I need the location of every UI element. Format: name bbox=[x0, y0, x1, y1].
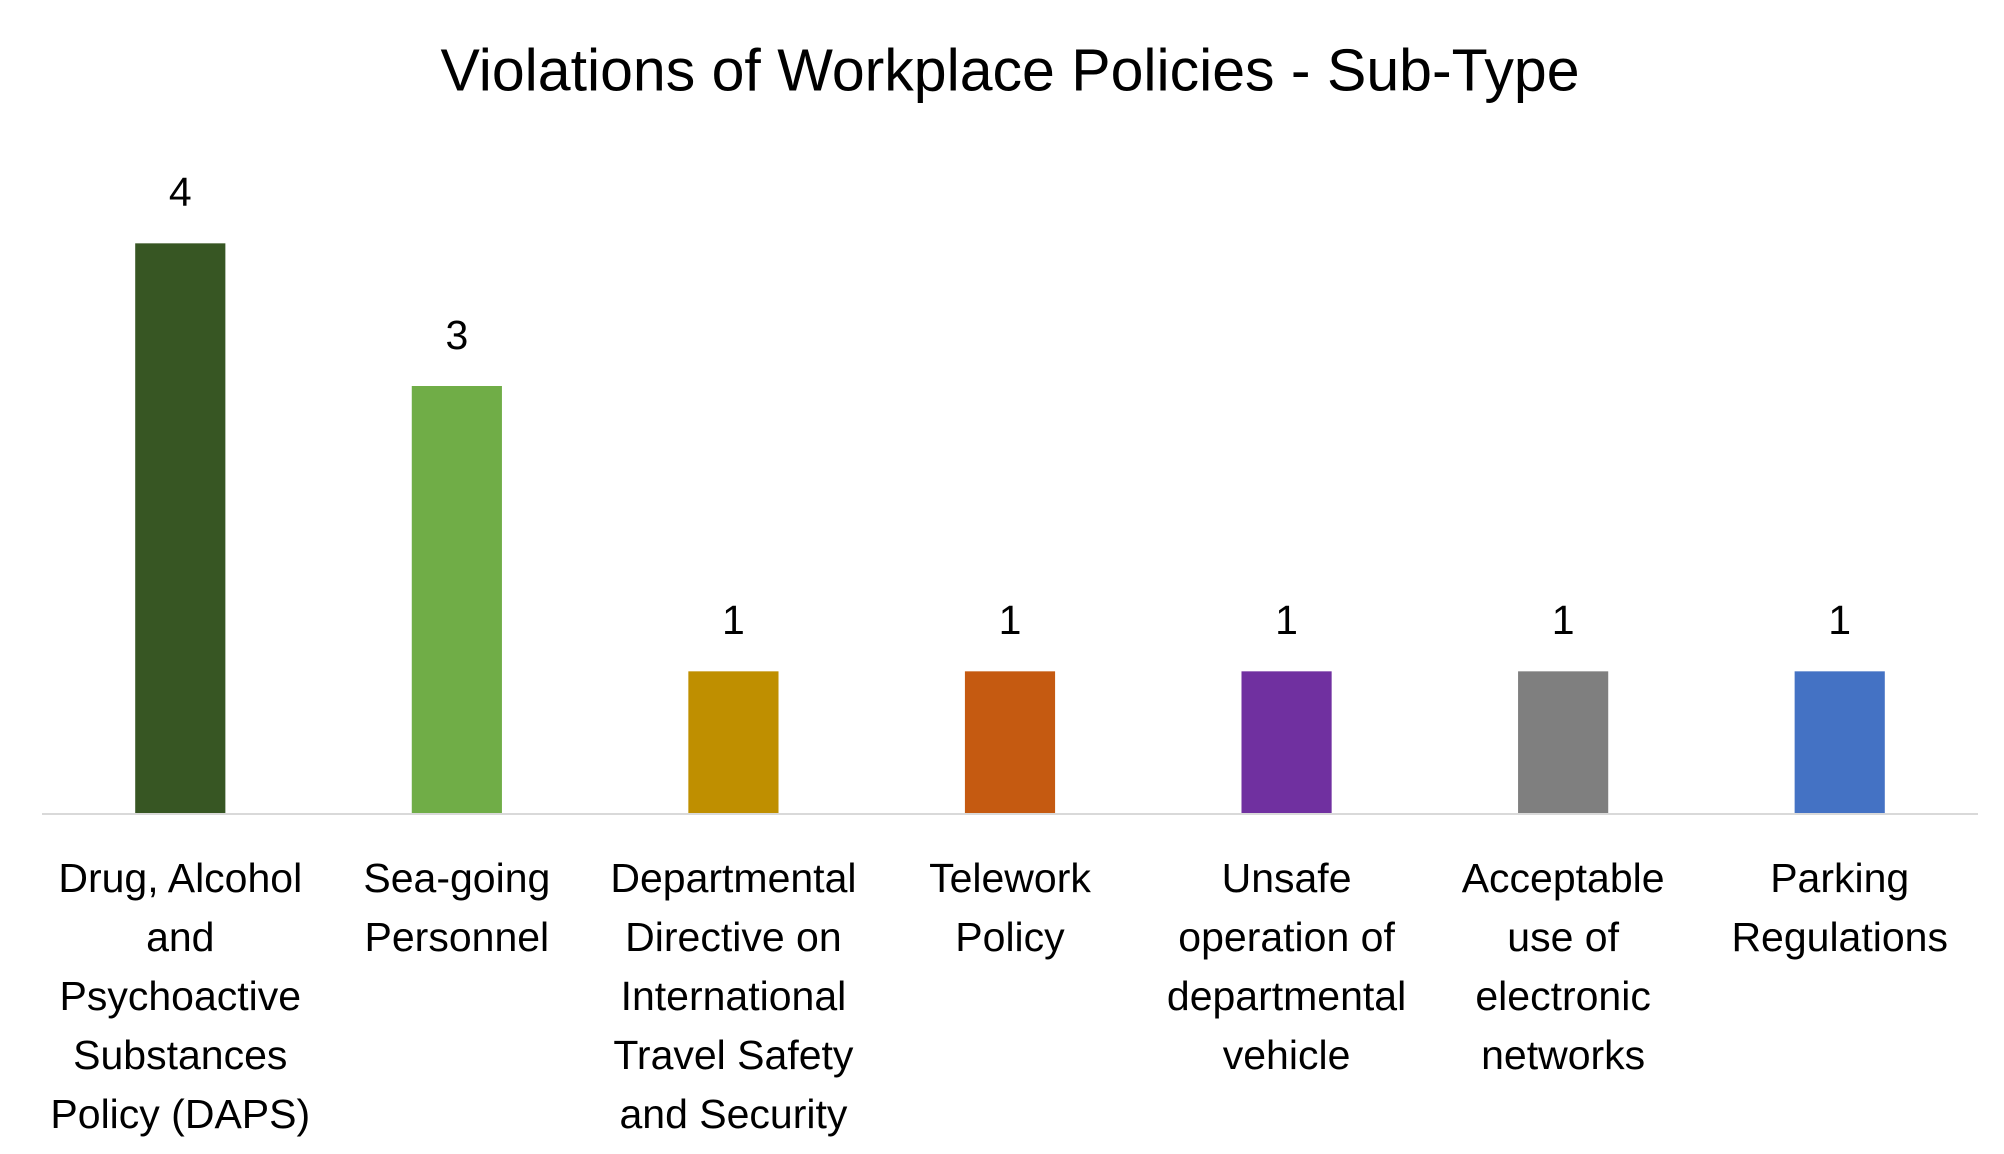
bar bbox=[1518, 671, 1609, 814]
x-tick-label: Unsafe operation of departmental vehicle bbox=[1166, 855, 1407, 1078]
bar bbox=[688, 671, 779, 814]
value-label: 1 bbox=[1828, 597, 1851, 643]
chart-title: Violations of Workplace Policies - Sub-T… bbox=[440, 38, 1579, 104]
bar bbox=[1794, 671, 1885, 814]
value-label: 4 bbox=[169, 169, 192, 215]
x-tick-label: Departmental Directive on International … bbox=[610, 855, 857, 1137]
bar bbox=[1241, 671, 1332, 814]
bar bbox=[411, 386, 502, 814]
x-tick-label: Acceptable use of electronic networks bbox=[1461, 855, 1665, 1078]
value-label: 1 bbox=[999, 597, 1022, 643]
value-label: 1 bbox=[1552, 597, 1575, 643]
value-label: 1 bbox=[722, 597, 745, 643]
bar bbox=[964, 671, 1056, 814]
x-tick-label: Telework Policy bbox=[929, 855, 1091, 960]
x-tick-label: Sea-going Personnel bbox=[363, 855, 551, 960]
x-tick-label: Parking Regulations bbox=[1731, 855, 1948, 960]
x-tick-label: Drug, Alcohol and Psychoactive Substance… bbox=[50, 855, 311, 1137]
bar bbox=[135, 243, 226, 815]
value-label: 1 bbox=[1275, 597, 1298, 643]
value-label: 3 bbox=[445, 312, 468, 358]
